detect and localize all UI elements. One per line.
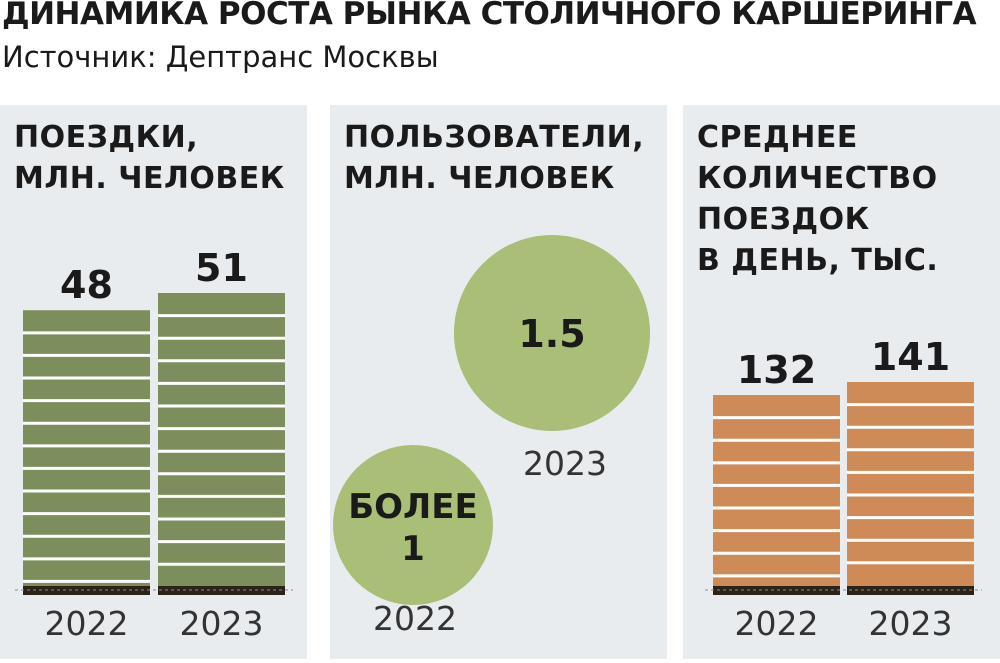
bubble-value-label: БОЛЕЕ <box>348 487 478 527</box>
users-title-line: ПОЛЬЗОВАТЕЛИ, <box>344 120 645 155</box>
category-label: 2023 <box>869 604 953 643</box>
daily-title-line: СРЕДНЕЕ <box>697 120 858 155</box>
chart-title: ДИНАМИКА РОСТА РЫНКА СТОЛИЧНОГО КАРШЕРИН… <box>2 0 977 32</box>
bar-value-label: 48 <box>60 263 113 307</box>
category-label: 2022 <box>45 604 129 643</box>
bar-value-label: 132 <box>737 348 816 392</box>
bar <box>158 293 285 586</box>
category-label: 2022 <box>735 604 819 643</box>
bubble <box>332 444 494 606</box>
daily-trips-panel-title: СРЕДНЕЕ КОЛИЧЕСТВО ПОЕЗДОК В ДЕНЬ, ТЫС. <box>697 117 938 281</box>
trips-title-line: МЛН. ЧЕЛОВЕК <box>14 161 285 196</box>
category-label: 2022 <box>373 599 457 638</box>
bar <box>23 310 150 586</box>
trips-panel: ПОЕЗДКИ, МЛН. ЧЕЛОВЕК 48 2022 51 2023 <box>0 105 307 659</box>
bubble-value-label: 1 <box>401 529 425 569</box>
category-label: 2023 <box>523 444 607 483</box>
users-panel: ПОЛЬЗОВАТЕЛИ, МЛН. ЧЕЛОВЕК БОЛЕЕ 1 2022 1.5… <box>330 105 667 659</box>
trips-title-line: ПОЕЗДКИ, <box>14 120 199 155</box>
users-panel-title: ПОЛЬЗОВАТЕЛИ, МЛН. ЧЕЛОВЕК <box>344 117 644 199</box>
trips-panel-title: ПОЕЗДКИ, МЛН. ЧЕЛОВЕК <box>14 117 285 199</box>
bubble <box>454 235 650 431</box>
chart-source: Источник: Дептранс Москвы <box>2 40 439 74</box>
bar-value-label: 141 <box>871 335 950 379</box>
users-title-line: МЛН. ЧЕЛОВЕК <box>344 161 615 196</box>
daily-trips-bar-chart: 132 2022 141 2023 <box>705 335 982 643</box>
daily-title-line: КОЛИЧЕСТВО <box>697 161 938 196</box>
bar-base <box>23 586 150 595</box>
bar <box>847 382 974 586</box>
daily-title-line: В ДЕНЬ, ТЫС. <box>697 243 939 278</box>
bar-base <box>713 586 840 595</box>
bar <box>713 395 840 586</box>
category-label: 2023 <box>180 604 264 643</box>
daily-trips-panel: СРЕДНЕЕ КОЛИЧЕСТВО ПОЕЗДОК В ДЕНЬ, ТЫС. … <box>683 105 1000 659</box>
bubble-value-label: 1.5 <box>518 312 585 356</box>
trips-bar-chart: 48 2022 51 2023 <box>15 246 293 643</box>
daily-title-line: ПОЕЗДОК <box>697 202 870 237</box>
bar-value-label: 51 <box>195 246 248 290</box>
